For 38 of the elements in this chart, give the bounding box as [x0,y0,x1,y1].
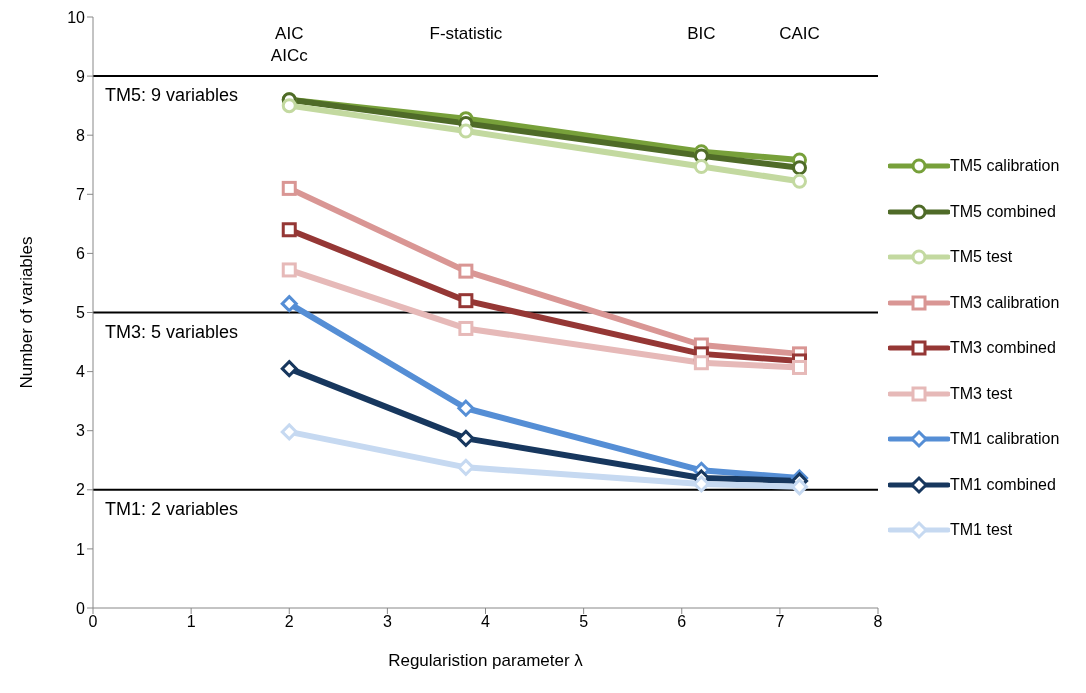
legend-label: TM3 calibration [950,293,1060,312]
ref-line-label: TM5: 9 variables [105,85,239,106]
y-tick-label: 5 [76,304,86,322]
annotation: AIC AICc [270,24,309,65]
x-tick-label: 6 [677,613,687,631]
annotation: F-statistic [429,24,503,43]
legend-label: TM1 test [950,521,1013,539]
legend-label: TM5 calibration [950,157,1060,175]
legend-label: TM1 combined [950,475,1056,494]
annotation: BIC [687,24,716,43]
x-tick-label: 2 [284,613,294,631]
x-tick-label: 1 [186,613,196,631]
legend-label: TM5 combined [950,202,1056,221]
x-axis-title: Regularistion parameter λ [388,651,584,670]
legend-label: TM3 combined [950,339,1056,357]
legend-label: TM5 test [950,248,1013,266]
y-tick-label: 7 [76,185,86,203]
y-tick-label: 10 [67,8,86,26]
annotation: CAIC [779,24,820,43]
ref-line-label: TM3: 5 variables [105,321,239,342]
x-tick-label: 4 [481,613,491,631]
x-tick-label: 0 [88,613,98,631]
y-tick-label: 6 [76,245,86,263]
y-tick-label: 4 [76,363,86,381]
x-tick-label: 8 [873,613,883,631]
y-tick-label: 3 [76,422,86,440]
x-tick-label: 3 [382,613,392,631]
y-tick-label: 1 [76,540,86,558]
y-tick-label: 0 [76,599,86,617]
legend-label: TM3 test [950,384,1013,403]
x-tick-label: 5 [579,613,589,631]
x-tick-label: 7 [775,613,785,631]
y-tick-label: 2 [76,481,86,499]
y-tick-label: 8 [76,126,86,144]
y-tick-label: 9 [76,67,86,85]
ref-line-label: TM1: 2 variables [105,498,239,519]
y-axis-title: Number of variables [17,236,37,389]
legend-label: TM1 calibration [950,430,1060,448]
